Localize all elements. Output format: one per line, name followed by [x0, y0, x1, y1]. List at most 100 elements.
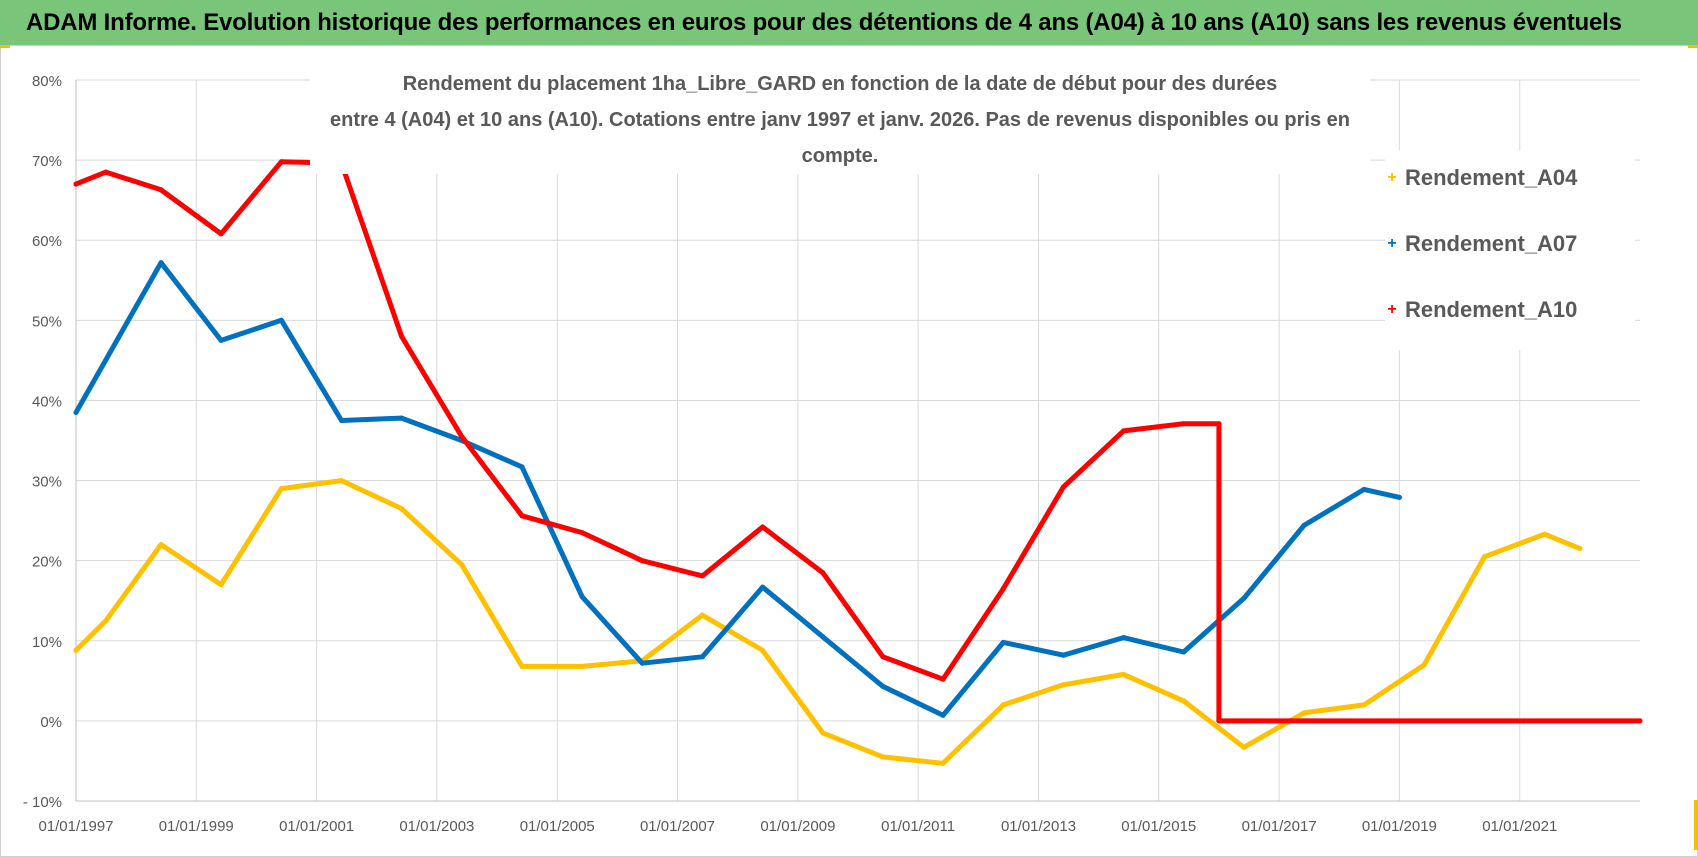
data-point-rendement-a10 [1000, 586, 1006, 592]
x-tick-label: 01/01/2013 [1001, 818, 1076, 835]
data-point-rendement-a10 [73, 181, 79, 187]
legend-item-a04: + Rendement_A04 [1385, 165, 1577, 191]
x-tick-label: 01/01/1997 [38, 818, 113, 835]
data-point-rendement-a04 [880, 754, 886, 760]
data-point-rendement-a07 [1181, 649, 1187, 655]
corner-mark-top-left [0, 45, 10, 48]
x-tick-label: 01/01/2001 [279, 818, 354, 835]
data-point-rendement-a04 [579, 663, 585, 669]
x-tick-label: 01/01/1999 [159, 818, 234, 835]
data-point-rendement-a04 [940, 760, 946, 766]
data-point-rendement-a04 [1361, 702, 1367, 708]
data-point-rendement-a07 [1361, 486, 1367, 492]
y-tick-label: 70% [32, 153, 62, 170]
data-point-rendement-a10 [158, 187, 164, 193]
x-tick-label: 01/01/2011 [881, 818, 955, 835]
chart-title: Rendement du placement 1ha_Libre_GARD en… [310, 66, 1370, 174]
chart-legend: + Rendement_A04 + Rendement_A07 + Rendem… [1385, 150, 1635, 350]
data-point-rendement-a07 [820, 634, 826, 640]
data-point-rendement-a10 [940, 676, 946, 682]
data-point-rendement-a04 [73, 647, 79, 653]
data-point-rendement-a04 [218, 582, 224, 588]
legend-marker-a07: + [1387, 235, 1397, 252]
data-point-rendement-a10 [639, 558, 645, 564]
data-point-rendement-a10 [1121, 428, 1126, 434]
data-point-rendement-a04 [699, 612, 705, 618]
series-layer [73, 159, 1643, 766]
data-point-rendement-a10 [103, 169, 109, 175]
data-point-rendement-a07 [519, 464, 525, 470]
data-point-rendement-a10 [1181, 421, 1187, 427]
legend-label-a07: Rendement_A07 [1405, 231, 1578, 256]
x-axis-labels: 01/01/1997 01/01/1999 01/01/2001 01/01/2003… [38, 818, 1557, 835]
data-point-rendement-a07 [880, 683, 886, 689]
data-point-rendement-a07 [639, 660, 645, 666]
data-point-rendement-a04 [399, 506, 405, 512]
data-point-rendement-a04 [339, 478, 344, 484]
y-axis-labels: - 10% 0% 10% 20% 30% 40% 50% 60% 70% 80% [23, 73, 62, 811]
header-bar: ADAM Informe. Evolution historique des p… [0, 0, 1698, 45]
data-point-rendement-a07 [579, 594, 585, 600]
header-title: ADAM Informe. Evolution historique des p… [26, 8, 1622, 36]
data-point-rendement-a04 [459, 562, 465, 568]
y-tick-label: 20% [32, 554, 62, 571]
data-point-rendement-a04 [103, 618, 109, 624]
x-tick-label: 01/01/2005 [520, 818, 595, 835]
data-point-rendement-a04 [1577, 546, 1583, 552]
data-point-rendement-a04 [278, 486, 284, 492]
data-point-rendement-a07 [1301, 522, 1307, 528]
legend-label-a04: Rendement_A04 [1405, 165, 1578, 190]
y-tick-label: 10% [32, 634, 62, 651]
x-tick-label: 01/01/2007 [640, 818, 715, 835]
data-point-rendement-a10 [1060, 484, 1066, 490]
data-point-rendement-a04 [1000, 702, 1006, 708]
legend-item-a07: + Rendement_A07 [1385, 231, 1577, 257]
y-tick-label: 60% [32, 233, 62, 250]
legend-label-a10: Rendement_A10 [1405, 297, 1578, 322]
x-tick-label: 01/01/2009 [760, 818, 835, 835]
x-tick-label: 01/01/2017 [1242, 818, 1317, 835]
data-point-rendement-a04 [1542, 531, 1548, 537]
data-point-rendement-a07 [399, 415, 405, 421]
series-line-rendement-a07 [73, 260, 1402, 718]
data-point-rendement-a10 [760, 524, 766, 530]
y-tick-label: 50% [32, 313, 62, 330]
data-point-rendement-a07 [1000, 639, 1006, 645]
data-point-rendement-a04 [1421, 662, 1427, 668]
data-point-rendement-a07 [1060, 652, 1066, 658]
data-point-rendement-a07 [73, 410, 79, 415]
y-tick-label: 0% [40, 714, 62, 731]
x-tick-label: 01/01/2021 [1482, 818, 1557, 835]
data-point-rendement-a04 [158, 542, 164, 548]
legend-marker-a04: + [1387, 169, 1397, 186]
data-point-rendement-a07 [1241, 595, 1247, 601]
data-point-rendement-a04 [760, 647, 766, 653]
data-point-rendement-a07 [699, 654, 705, 660]
data-point-rendement-a04 [820, 730, 826, 736]
data-point-rendement-a10 [519, 513, 525, 519]
corner-mark-top-right [1688, 45, 1698, 48]
data-point-rendement-a07 [760, 584, 766, 590]
data-point-rendement-a04 [1181, 698, 1187, 704]
data-point-rendement-a10 [579, 530, 585, 536]
corner-mark-bottom-right [1694, 800, 1698, 850]
x-tick-label: 01/01/2003 [399, 818, 474, 835]
data-point-rendement-a07 [158, 260, 164, 266]
data-point-rendement-a10 [1216, 718, 1222, 724]
legend-marker-a10: + [1387, 301, 1397, 318]
data-point-rendement-a10 [278, 159, 284, 165]
data-point-rendement-a07 [940, 712, 946, 718]
chart-title-line-1: Rendement du placement 1ha_Libre_GARD en… [402, 73, 1278, 95]
data-point-rendement-a04 [1482, 554, 1487, 560]
data-point-rendement-a04 [519, 663, 525, 669]
data-point-rendement-a04 [1301, 710, 1307, 716]
data-point-rendement-a07 [278, 317, 284, 323]
data-point-rendement-a10 [399, 333, 405, 339]
data-point-rendement-a07 [1396, 494, 1402, 500]
y-tick-label: 30% [32, 474, 62, 491]
data-point-rendement-a04 [1121, 671, 1126, 677]
data-point-rendement-a07 [218, 337, 224, 343]
y-tick-label: 80% [32, 73, 62, 90]
x-tick-label: 01/01/2019 [1362, 818, 1437, 835]
data-point-rendement-a07 [339, 418, 344, 423]
